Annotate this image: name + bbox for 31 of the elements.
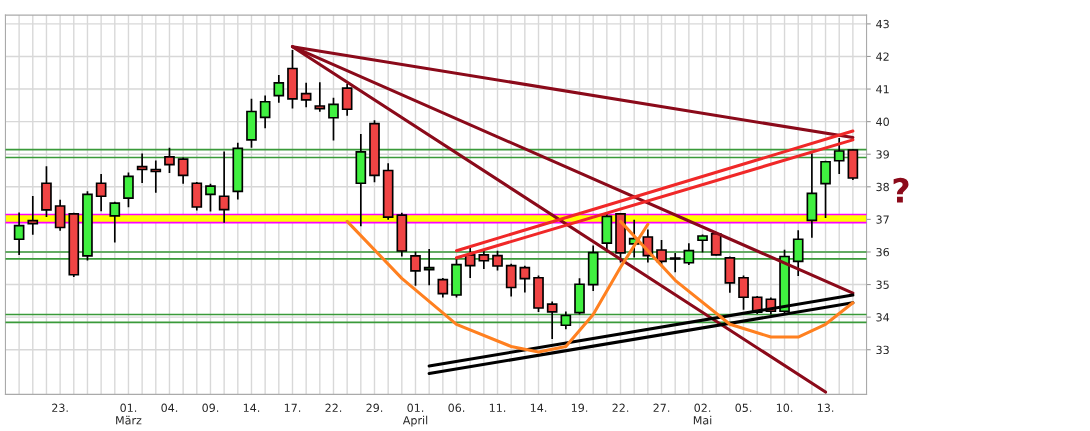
text: ? bbox=[893, 177, 909, 203]
y-tick-label: 33 bbox=[876, 345, 889, 355]
y-tick-label: 34 bbox=[876, 313, 890, 322]
y-tick-label: 37 bbox=[876, 215, 889, 224]
x-tick-label: 23. bbox=[52, 403, 68, 412]
y-tick-label: 39 bbox=[876, 150, 889, 159]
x-tick-label: 11. bbox=[489, 403, 506, 412]
y-tick-label: 41 bbox=[876, 85, 889, 94]
x-tick-label: 19. bbox=[571, 403, 588, 412]
x-tick-label: 22. bbox=[325, 403, 342, 412]
x-tick-label: 01. März bbox=[116, 403, 142, 425]
x-tick-label: 02. Mai bbox=[693, 403, 712, 425]
y-tick-label: 38 bbox=[876, 182, 889, 192]
y-tick-label: 35 bbox=[876, 280, 889, 289]
x-tick-label: 06. bbox=[448, 403, 465, 412]
x-tick-label: 14. bbox=[243, 403, 260, 412]
x-tick-label: 17. bbox=[284, 403, 301, 412]
x-tick-label: 13. bbox=[817, 403, 834, 412]
x-tick-label: 29. bbox=[366, 403, 383, 412]
y-tick-label: 43 bbox=[876, 19, 889, 29]
x-tick-label: 05. bbox=[735, 403, 752, 412]
x-tick-label: 09. bbox=[202, 403, 219, 412]
y-tick-label: 42 bbox=[876, 52, 889, 61]
x-tick-label: 10. bbox=[776, 403, 793, 412]
x-tick-label: 27. bbox=[653, 403, 670, 412]
x-tick-label: 22. bbox=[612, 403, 629, 412]
x-tick-label: 14. bbox=[530, 403, 547, 412]
x-tick-label: 01. April bbox=[402, 403, 428, 427]
x-tick-label: 04. bbox=[161, 403, 178, 412]
y-tick-label: 36 bbox=[876, 247, 890, 257]
y-tick-label: 40 bbox=[876, 117, 889, 127]
